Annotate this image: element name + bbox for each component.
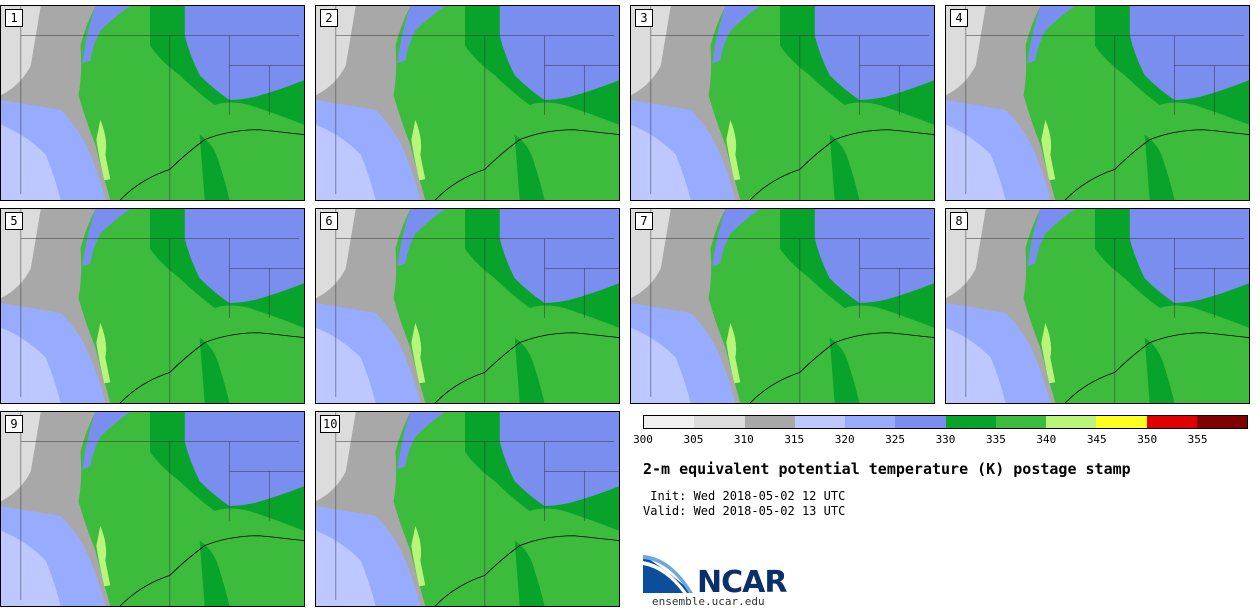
colorbar-tick-label: 300	[633, 433, 653, 446]
colorbar-tick-label: 355	[1187, 433, 1208, 446]
colorbar-tick-label: 345	[1086, 433, 1107, 446]
ensemble-member-panel[interactable]: 1	[0, 5, 305, 201]
ensemble-member-panel[interactable]: 9	[0, 411, 305, 607]
colorbar-segment	[1096, 416, 1147, 428]
colorbar-tick-label: 330	[935, 433, 956, 446]
member-number: 1	[5, 9, 23, 27]
member-number: 2	[320, 9, 338, 27]
colorbar-segment	[1196, 416, 1247, 428]
member-number: 5	[5, 212, 23, 230]
colorbar-tick-label: 335	[985, 433, 1006, 446]
member-number: 7	[635, 212, 653, 230]
colorbar-segment	[694, 416, 745, 428]
member-number: 9	[5, 415, 23, 433]
colorbar-tick-label: 350	[1137, 433, 1158, 446]
logo-url[interactable]: ensemble.ucar.edu	[652, 595, 765, 608]
ensemble-member-panel[interactable]: 5	[0, 208, 305, 404]
colorbar-tick-label: 320	[834, 433, 855, 446]
colorbar-tick-label: 325	[885, 433, 906, 446]
colorbar-tick-label: 340	[1036, 433, 1057, 446]
colorbar-segment	[794, 416, 845, 428]
colorbar	[643, 415, 1248, 429]
colorbar-segment	[744, 416, 795, 428]
colorbar-segment	[895, 416, 946, 428]
member-number: 4	[950, 9, 968, 27]
member-number: 8	[950, 212, 968, 230]
colorbar-tick-label: 305	[683, 433, 704, 446]
member-number: 10	[320, 415, 341, 433]
plot-title: 2-m equivalent potential temperature (K)…	[643, 460, 1131, 478]
ensemble-member-panel[interactable]: 8	[945, 208, 1250, 404]
ensemble-member-panel[interactable]: 6	[315, 208, 620, 404]
logo-text: NCAR	[697, 565, 787, 600]
colorbar-segment	[1146, 416, 1197, 428]
ensemble-member-panel[interactable]: 7	[630, 208, 935, 404]
colorbar-tick-label: 310	[733, 433, 754, 446]
init-time: Init: Wed 2018-05-02 12 UTC	[643, 489, 846, 503]
ensemble-member-panel[interactable]: 10	[315, 411, 620, 607]
valid-time: Valid: Wed 2018-05-02 13 UTC	[643, 504, 846, 518]
colorbar-segment	[644, 416, 695, 428]
colorbar-segment	[995, 416, 1046, 428]
ncar-logo-icon	[643, 555, 693, 593]
member-number: 3	[635, 9, 653, 27]
colorbar-segment	[945, 416, 996, 428]
member-number: 6	[320, 212, 338, 230]
ensemble-member-panel[interactable]: 2	[315, 5, 620, 201]
colorbar-segment	[845, 416, 896, 428]
ensemble-member-panel[interactable]: 4	[945, 5, 1250, 201]
ensemble-member-panel[interactable]: 3	[630, 5, 935, 201]
colorbar-tick-label: 315	[784, 433, 805, 446]
colorbar-segment	[1046, 416, 1097, 428]
